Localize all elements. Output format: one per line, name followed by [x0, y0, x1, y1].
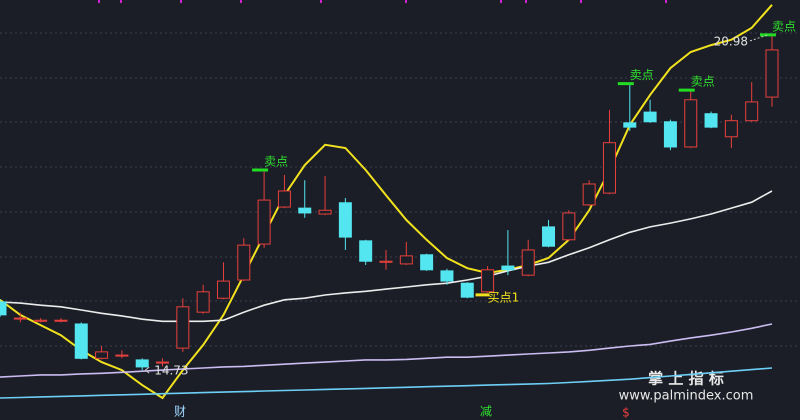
candle-body — [379, 260, 393, 263]
candle-body — [0, 301, 7, 316]
candle-body — [602, 142, 616, 194]
candle-body — [562, 212, 576, 241]
candle-body — [440, 270, 454, 282]
candle-body — [724, 120, 738, 138]
ma-line — [0, 4, 773, 400]
candle-body — [501, 265, 515, 271]
tick — [405, 0, 407, 3]
candle-body — [318, 209, 332, 215]
top-ticks — [98, 0, 667, 3]
candle-body — [399, 255, 413, 265]
sell-label: 卖点 — [772, 19, 796, 33]
candle-body — [298, 207, 312, 214]
low-pointer — [144, 366, 150, 374]
candle-body — [34, 319, 48, 322]
candle-body — [277, 190, 291, 208]
candle-body — [542, 226, 556, 247]
candle-body — [338, 202, 352, 238]
candle-body — [359, 240, 373, 262]
tick — [500, 0, 502, 3]
candle-body — [135, 359, 149, 368]
marker: 减 — [480, 405, 492, 419]
candle-body — [663, 121, 677, 148]
ma-line — [0, 367, 773, 399]
candle-body — [176, 306, 190, 349]
low-label: 14.73 — [154, 364, 188, 378]
tick — [580, 0, 582, 3]
tick — [240, 0, 242, 3]
sell-label: 卖点 — [630, 68, 654, 82]
candle-body — [765, 49, 779, 98]
watermark-url: www.palmindex.com — [619, 389, 754, 404]
candle-body — [481, 269, 495, 293]
candle-body — [216, 280, 230, 299]
tick — [98, 0, 100, 3]
candle-body — [420, 254, 434, 271]
candle-body — [684, 99, 698, 148]
ma-line — [0, 323, 773, 378]
candle-body — [196, 291, 210, 313]
buy-label: 买点1 — [488, 290, 520, 304]
candle-body — [54, 319, 68, 322]
tick — [525, 0, 527, 3]
sell-label: 卖点 — [264, 155, 288, 169]
candle-body — [704, 113, 718, 128]
tick — [320, 0, 322, 3]
candle-body — [521, 249, 535, 276]
candle-body — [745, 101, 759, 122]
candle-body — [582, 183, 596, 206]
candle-body — [95, 351, 109, 359]
candle-body — [237, 244, 251, 281]
marker: 财 — [174, 405, 186, 419]
high-pointer — [749, 34, 769, 42]
candle-body — [74, 323, 88, 359]
candle-body — [156, 361, 170, 364]
candle-body — [623, 122, 637, 128]
candle-body — [257, 199, 271, 245]
high-label: 20.98 — [714, 34, 748, 48]
sell-label: 卖点 — [691, 75, 715, 89]
tick — [180, 0, 182, 3]
candle-body — [643, 111, 657, 123]
tick — [120, 0, 122, 3]
tick — [665, 0, 667, 3]
marker: $ — [622, 406, 630, 420]
guides — [0, 32, 800, 347]
candle-body — [115, 354, 129, 357]
candle-body — [460, 282, 474, 298]
candle-body — [13, 317, 27, 320]
ma-line — [0, 190, 773, 323]
